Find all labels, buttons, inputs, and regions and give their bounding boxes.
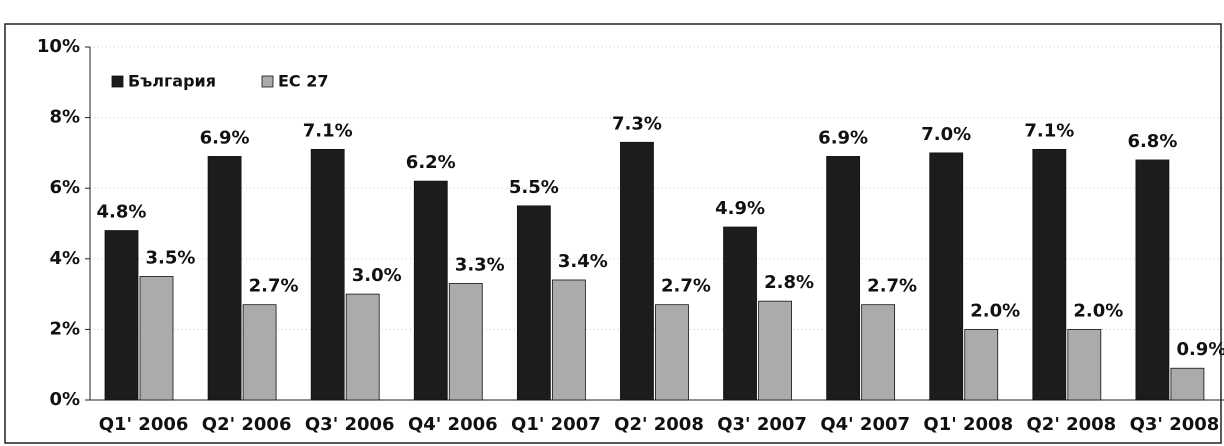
value-label: 2.7% — [249, 276, 299, 297]
value-label: 6.9% — [818, 127, 868, 148]
bar — [826, 156, 861, 401]
bar — [620, 141, 654, 401]
x-tick-label: Q1' 2008 — [923, 414, 1013, 435]
value-label: 6.2% — [406, 152, 456, 173]
chart-frame — [4, 23, 1222, 444]
y-tick-label: 4% — [49, 248, 80, 269]
bar — [929, 152, 964, 401]
y-tick-label: 0% — [49, 389, 80, 410]
bar — [242, 304, 277, 401]
bar — [861, 304, 896, 401]
legend-swatch — [261, 75, 274, 88]
value-label: 4.8% — [97, 202, 147, 223]
value-label: 3.4% — [558, 251, 608, 272]
legend-label: България — [128, 72, 216, 91]
value-label: 7.1% — [1024, 120, 1074, 141]
bar — [516, 205, 551, 401]
value-label: 7.1% — [303, 120, 353, 141]
value-label: 4.9% — [715, 198, 765, 219]
legend-swatch — [111, 75, 124, 88]
x-tick-label: Q4' 2006 — [408, 414, 498, 435]
bar — [310, 148, 345, 401]
value-label: 2.8% — [764, 272, 814, 293]
bar — [448, 283, 483, 401]
bar — [655, 304, 689, 401]
value-label: 5.5% — [509, 177, 559, 198]
y-tick-label: 6% — [49, 177, 80, 198]
x-tick-label: Q4' 2007 — [820, 414, 910, 435]
bar — [964, 328, 999, 401]
bar — [413, 180, 448, 401]
bar — [1032, 148, 1067, 401]
y-tick-label: 8% — [49, 107, 80, 128]
x-tick-label: Q2' 2008 — [614, 414, 704, 435]
bar — [551, 279, 586, 401]
bar — [139, 276, 174, 401]
value-label: 6.8% — [1127, 131, 1177, 152]
x-tick-label: Q3' 2006 — [305, 414, 395, 435]
value-label: 6.9% — [200, 127, 250, 148]
value-label: 7.3% — [612, 113, 662, 134]
value-label: 2.0% — [1073, 300, 1123, 321]
bar — [1067, 328, 1102, 401]
y-tick-label: 2% — [49, 318, 80, 339]
x-tick-label: Q1' 2007 — [511, 414, 601, 435]
bar — [104, 230, 139, 401]
bar — [1170, 367, 1205, 401]
y-tick-label: 10% — [37, 36, 80, 57]
bar — [345, 293, 380, 401]
x-tick-label: Q1' 2006 — [99, 414, 189, 435]
legend-label: ЕС 27 — [278, 72, 329, 91]
value-label: 2.0% — [970, 300, 1020, 321]
bar — [207, 156, 242, 401]
value-label: 3.3% — [455, 255, 505, 276]
x-tick-label: Q2' 2008 — [1027, 414, 1117, 435]
bar — [723, 226, 757, 401]
x-tick-label: Q3' 2007 — [717, 414, 807, 435]
bar — [758, 300, 792, 401]
value-label: 0.9% — [1176, 339, 1224, 360]
value-label: 3.0% — [352, 265, 402, 286]
value-label: 7.0% — [921, 124, 971, 145]
x-tick-label: Q2' 2006 — [202, 414, 292, 435]
value-label: 3.5% — [146, 247, 196, 268]
value-label: 2.7% — [867, 276, 917, 297]
value-label: 2.7% — [661, 276, 711, 297]
x-tick-label: Q3' 2008 — [1130, 414, 1220, 435]
bar — [1135, 159, 1170, 401]
